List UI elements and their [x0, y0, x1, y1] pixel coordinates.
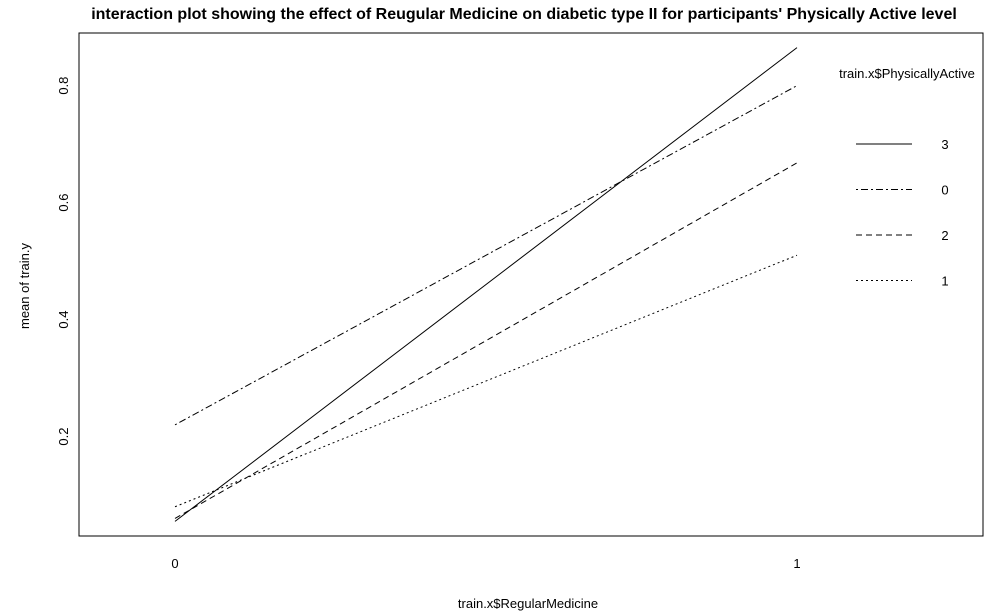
- x-tick-label: 1: [793, 556, 800, 571]
- plot-frame: [78, 32, 984, 537]
- series-lines: [174, 47, 798, 522]
- y-tick-label: 0.4: [56, 311, 71, 329]
- x-tick-label: 0: [171, 556, 178, 571]
- y-axis: 0.2 0.4 0.6 0.8: [56, 77, 71, 446]
- y-tick-label: 0.6: [56, 194, 71, 212]
- y-axis-label: mean of train.y: [17, 243, 32, 329]
- legend-label-2: 2: [941, 228, 948, 243]
- series-line-3: [174, 47, 798, 522]
- y-tick-label: 0.2: [56, 428, 71, 446]
- legend-label-3: 3: [941, 137, 948, 152]
- y-tick-label: 0.8: [56, 77, 71, 95]
- series-line-2: [174, 162, 798, 519]
- legend: 3 0 2 1: [856, 137, 949, 289]
- legend-label-1: 1: [941, 274, 948, 289]
- series-line-0: [174, 85, 798, 426]
- chart-title: interaction plot showing the effect of R…: [91, 6, 957, 23]
- x-axis-label: train.x$RegularMedicine: [458, 596, 598, 611]
- legend-title: train.x$PhysicallyActive: [839, 66, 975, 81]
- series-line-1: [174, 254, 798, 508]
- legend-label-0: 0: [941, 183, 948, 198]
